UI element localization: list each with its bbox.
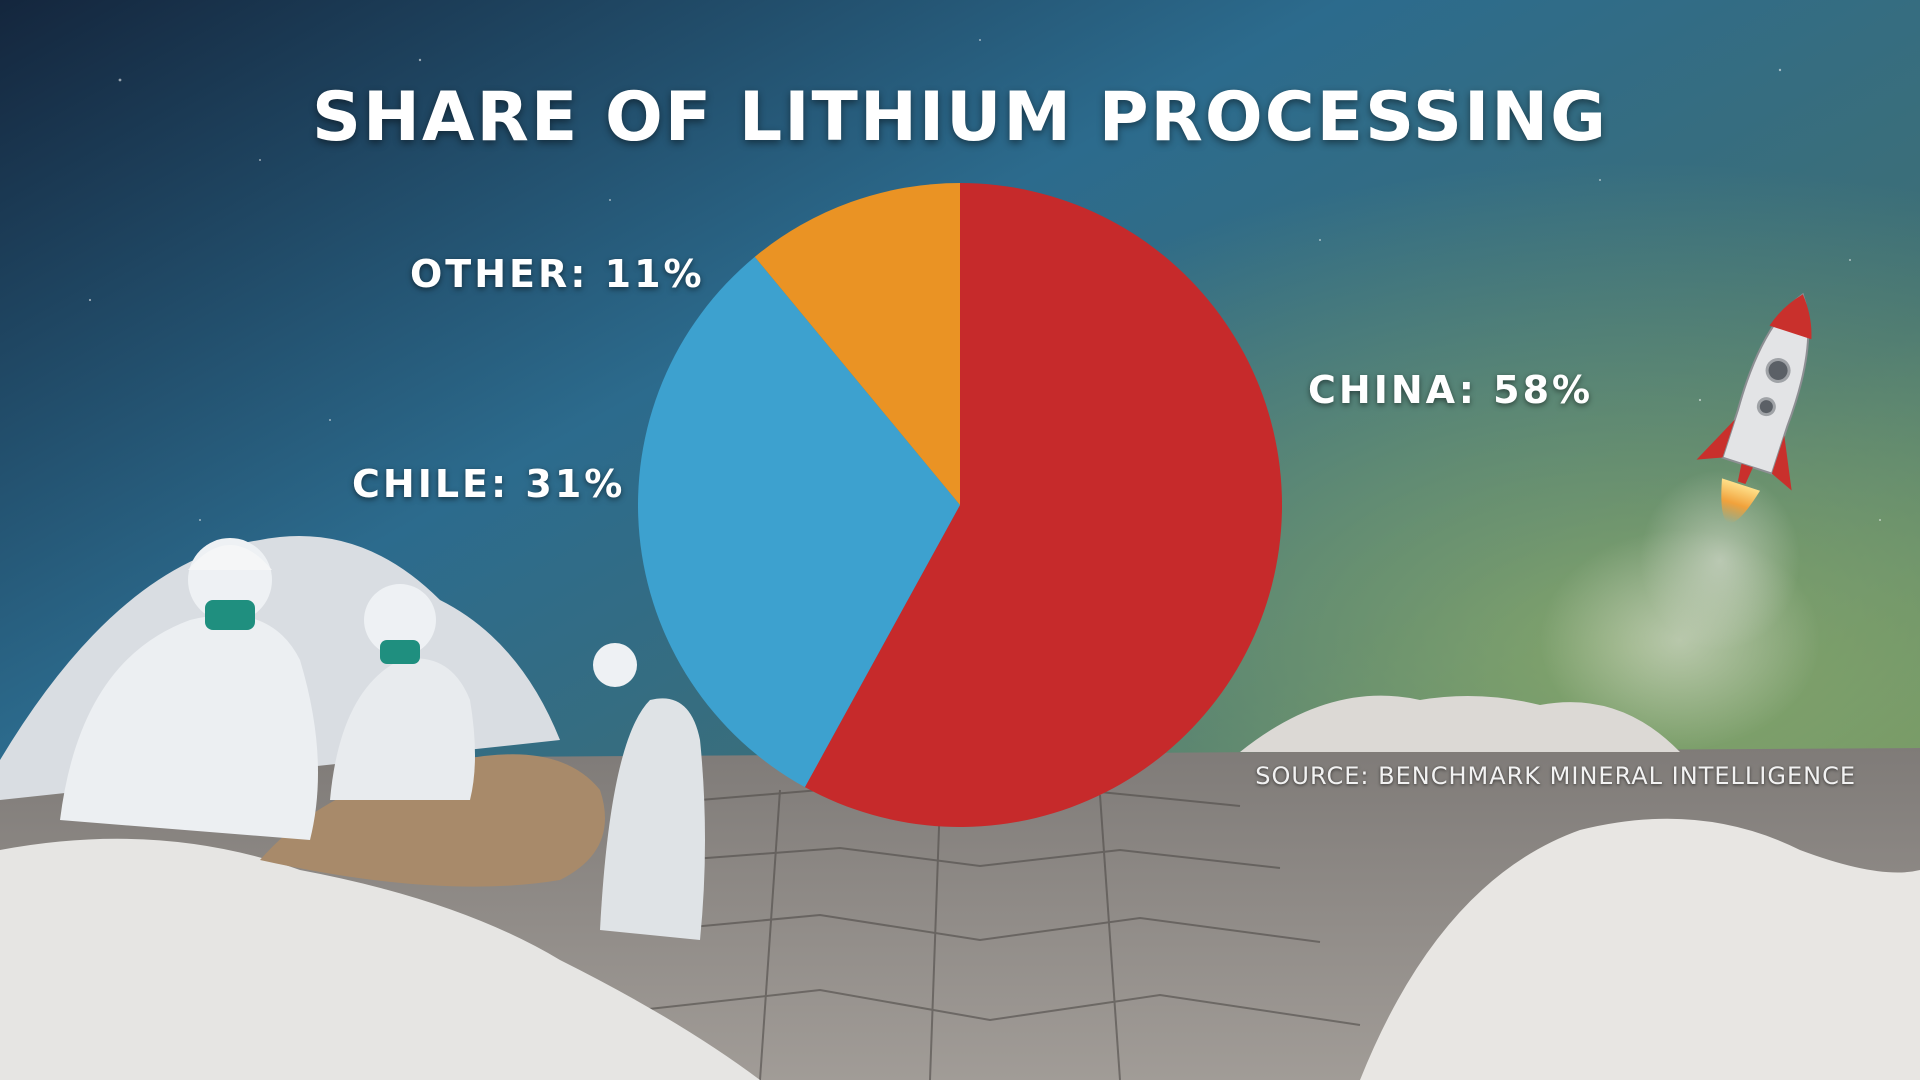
rocket-smoke [1640, 470, 1800, 650]
pie-slice-china [804, 183, 1283, 828]
salt-mound-left-front [0, 838, 760, 1080]
rocket-icon [1696, 292, 1812, 523]
salt-mound-right-back [1240, 695, 1680, 752]
chart-title: SHARE OF LITHIUM PROCESSING [312, 78, 1608, 157]
slice-label-china: CHINA: 58% [1308, 368, 1594, 412]
rock-pile [260, 754, 605, 887]
pie-slice-other [754, 183, 960, 505]
salt-mound-right-front [1360, 818, 1920, 1080]
workers [60, 538, 705, 940]
stars [88, 39, 1881, 521]
source-note: SOURCE: BENCHMARK MINERAL INTELLIGENCE [1255, 762, 1856, 790]
pie-slice-chile [637, 256, 960, 788]
pie-chart [637, 183, 1283, 828]
slice-label-chile: CHILE: 31% [352, 462, 626, 506]
slice-label-other: OTHER: 11% [410, 252, 705, 296]
